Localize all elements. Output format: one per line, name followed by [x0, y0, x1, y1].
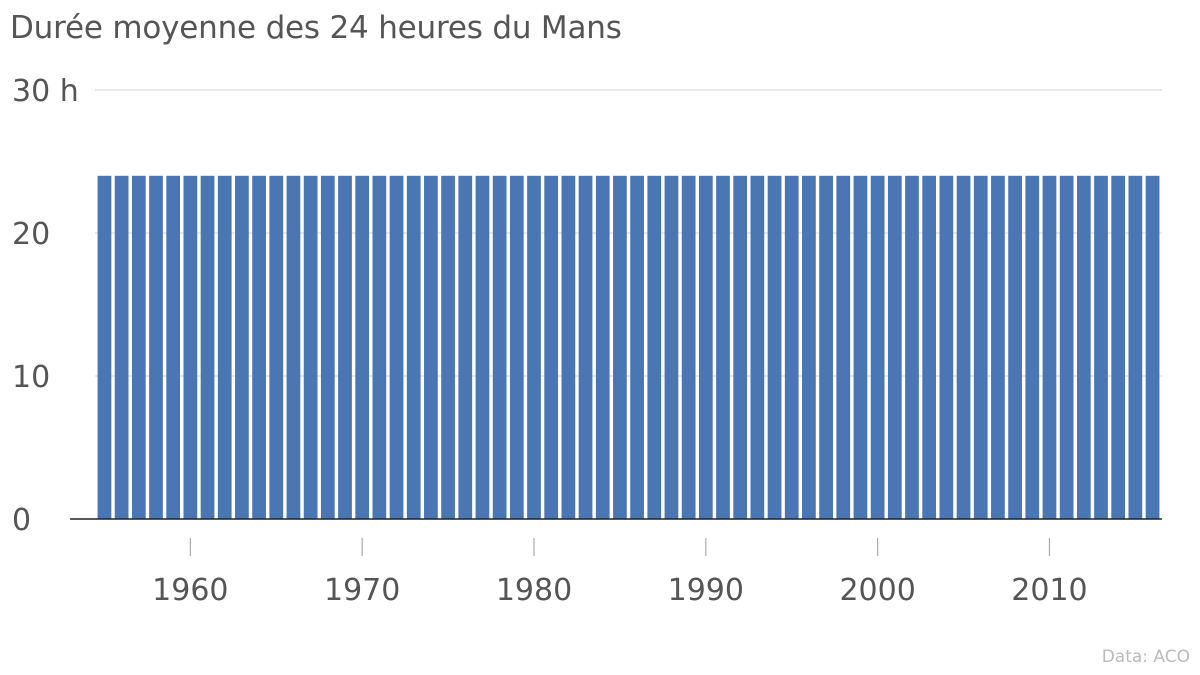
bar-1969	[338, 175, 352, 520]
bar-1999	[853, 175, 868, 520]
bar-1955	[97, 175, 112, 520]
bar-2002	[905, 175, 919, 520]
y-tick-label-30: 30 h	[12, 74, 79, 109]
x-axis: 1960 1970 1980 1990 2000 2010	[70, 518, 1162, 608]
bar-1979	[509, 175, 524, 520]
bar-2011	[1059, 175, 1074, 520]
y-tick-label-10: 10	[12, 360, 50, 395]
bar-1988	[664, 175, 679, 520]
bar-1983	[578, 175, 593, 520]
bar-1987	[647, 175, 662, 520]
bar-1975	[441, 175, 455, 520]
chart-title: Durée moyenne des 24 heures du Mans	[10, 10, 622, 46]
bar-2000	[870, 175, 885, 520]
bar-1998	[836, 175, 851, 520]
bar-1972	[389, 175, 404, 520]
bar-1981	[544, 175, 559, 520]
bar-2013	[1094, 175, 1108, 520]
data-source: Data: ACO	[1101, 647, 1190, 667]
bar-1980	[527, 175, 541, 520]
bar-2001	[887, 175, 902, 520]
bar-2007	[991, 175, 1005, 520]
x-tick-label-1970: 1970	[324, 573, 400, 608]
bar-1982	[561, 175, 576, 520]
bar-1960	[183, 175, 198, 520]
bar-2006	[973, 175, 988, 520]
bar-1973	[406, 175, 421, 520]
bar-1985	[613, 175, 627, 520]
bar-2010	[1042, 175, 1057, 520]
bar-1958	[149, 175, 163, 520]
bar-1976	[458, 175, 473, 520]
bar-1962	[217, 175, 232, 520]
y-axis: 0 10 20 30 h	[12, 74, 79, 538]
bar-1970	[355, 175, 370, 520]
bar-1996	[802, 175, 816, 520]
bar-2008	[1008, 175, 1022, 520]
bars	[97, 175, 1160, 520]
bar-2014	[1111, 175, 1126, 520]
y-tick-label-20: 20	[12, 217, 50, 252]
bar-2012	[1076, 175, 1091, 520]
bar-2004	[939, 175, 954, 520]
bar-1990	[698, 175, 713, 520]
bar-1993	[750, 175, 765, 520]
bar-1978	[492, 175, 507, 520]
x-tick-label-1990: 1990	[668, 573, 744, 608]
bar-1967	[303, 175, 318, 520]
bar-1989	[681, 175, 696, 520]
bar-1997	[819, 175, 833, 520]
bar-1995	[784, 175, 799, 520]
bar-1992	[733, 175, 748, 520]
bar-1971	[372, 175, 387, 520]
bar-1974	[424, 175, 438, 520]
y-tick-label-0: 0	[12, 503, 31, 538]
bar-2016	[1145, 175, 1160, 520]
bar-1991	[716, 175, 730, 520]
x-tick-label-1960: 1960	[152, 573, 228, 608]
bar-1968	[320, 175, 335, 520]
bar-1994	[767, 175, 782, 520]
bar-1986	[630, 175, 644, 520]
bar-2005	[956, 175, 971, 520]
bar-1966	[286, 175, 301, 520]
x-tick-label-1980: 1980	[496, 573, 572, 608]
bar-1965	[269, 175, 284, 520]
bar-1961	[200, 175, 215, 520]
bar-1964	[252, 175, 266, 520]
bar-1956	[114, 175, 129, 520]
bar-2009	[1025, 175, 1040, 520]
bar-1984	[595, 175, 610, 520]
x-tick-label-2010: 2010	[1011, 573, 1087, 608]
bar-1959	[166, 175, 181, 520]
bar-2015	[1128, 175, 1143, 520]
bar-1957	[131, 175, 146, 520]
bar-1977	[475, 175, 490, 520]
x-tick-label-2000: 2000	[839, 573, 915, 608]
bar-1963	[235, 175, 249, 520]
bar-2003	[922, 175, 937, 520]
